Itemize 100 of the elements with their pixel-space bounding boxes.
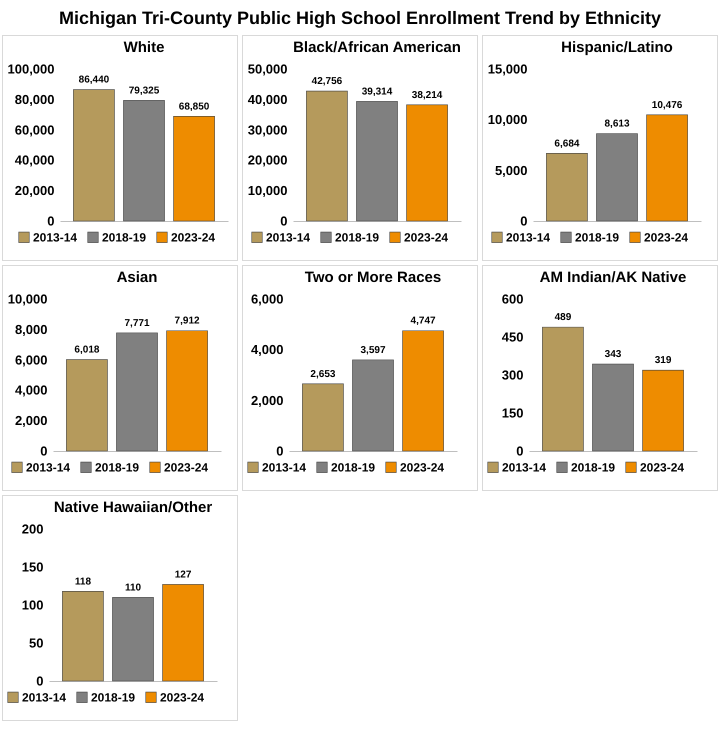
- y-tick-label: 5,000: [494, 162, 528, 178]
- legend-label: 2018-19: [335, 230, 380, 244]
- data-label: 8,613: [604, 118, 630, 130]
- legend-label: 2013-14: [33, 230, 78, 244]
- chart-title: Native Hawaiian/Other: [54, 499, 212, 516]
- y-tick-label: 6,000: [14, 352, 48, 368]
- y-tick-label: 10,000: [488, 112, 528, 128]
- y-tick-label: 20,000: [248, 152, 288, 168]
- data-label: 86,440: [78, 74, 110, 86]
- y-tick-label: 0: [276, 444, 284, 458]
- data-label: 343: [604, 349, 622, 360]
- bar: [166, 330, 208, 452]
- legend-label: 2023-24: [644, 230, 688, 244]
- data-label: 38,214: [412, 90, 443, 101]
- y-tick-label: 450: [502, 330, 524, 344]
- chart-title: AM Indian/AK Native: [540, 269, 686, 286]
- bar: [116, 332, 158, 452]
- bar: [302, 383, 344, 452]
- bar: [306, 90, 348, 222]
- chart-title: Two or More Races: [304, 269, 442, 286]
- y-tick-label: 0: [47, 214, 54, 228]
- bar: [406, 104, 448, 222]
- data-label: 7,912: [174, 316, 200, 327]
- y-tick-label: 60,000: [14, 122, 54, 138]
- legend-label: 2018-19: [575, 230, 620, 244]
- y-tick-label: 80,000: [14, 92, 54, 107]
- y-tick-label: 200: [22, 522, 44, 536]
- data-label: 319: [654, 355, 672, 366]
- y-tick-label: 0: [516, 444, 524, 458]
- y-tick-label: 0: [520, 214, 528, 228]
- y-tick-label: 0: [40, 444, 48, 458]
- chart-title: White: [124, 39, 164, 56]
- y-tick-label: 50: [29, 636, 44, 650]
- bar: [66, 359, 108, 452]
- bar: [112, 597, 154, 682]
- bar: [596, 133, 638, 222]
- data-label: 6,684: [554, 138, 580, 150]
- data-label: 79,325: [128, 85, 160, 96]
- data-label: 10,476: [652, 100, 683, 111]
- legend-label: 2023-24: [400, 460, 444, 474]
- y-tick-label: 150: [22, 560, 44, 574]
- data-label: 6,018: [74, 344, 100, 356]
- bar: [356, 101, 398, 222]
- bar: [162, 584, 204, 682]
- chart-title: Hispanic/Latino: [561, 39, 673, 56]
- data-label: 39,314: [362, 86, 393, 98]
- chart-title: Asian: [116, 269, 158, 286]
- y-tick-label: 150: [502, 406, 524, 420]
- legend-label: 2013-14: [26, 460, 70, 474]
- y-tick-label: 2,000: [250, 392, 284, 408]
- bar: [173, 116, 215, 222]
- legend-label: 2023-24: [404, 230, 448, 244]
- legend-label: 2023-24: [171, 230, 216, 244]
- text: Michigan Tri-County Public High School Enrollment Trend by Ethnicity: [58, 7, 662, 30]
- y-tick-label: 8,000: [14, 322, 48, 337]
- bar: [542, 326, 584, 452]
- data-label: 3,597: [360, 344, 386, 356]
- legend-label: 2013-14: [502, 460, 546, 474]
- legend-label: 2013-14: [506, 230, 550, 244]
- y-tick-label: 100,000: [8, 62, 54, 76]
- legend-label: 2018-19: [95, 460, 140, 474]
- legend-label: 2018-19: [102, 230, 146, 244]
- legend-label: 2023-24: [160, 690, 204, 704]
- y-tick-label: 30,000: [248, 122, 288, 138]
- legend-label: 2013-14: [262, 460, 306, 474]
- bar: [352, 360, 394, 452]
- y-tick-label: 4,000: [250, 342, 284, 358]
- y-tick-label: 6,000: [250, 292, 284, 306]
- data-label: 7,771: [124, 318, 150, 329]
- y-tick-label: 50,000: [248, 62, 288, 76]
- data-label: 127: [174, 569, 192, 580]
- data-label: 68,850: [178, 101, 210, 112]
- bar: [592, 364, 634, 452]
- legend-label: 2018-19: [331, 460, 376, 474]
- y-tick-label: 10,000: [8, 292, 48, 306]
- data-label: 42,756: [312, 76, 343, 88]
- bar: [646, 114, 688, 222]
- data-label: 110: [124, 582, 142, 594]
- y-tick-label: 600: [502, 292, 524, 306]
- bar: [123, 100, 165, 222]
- bar: [402, 330, 444, 452]
- legend-label: 2023-24: [640, 460, 684, 474]
- legend-label: 2018-19: [91, 690, 136, 704]
- y-tick-label: 40,000: [248, 92, 288, 107]
- legend-label: 2018-19: [571, 460, 616, 474]
- chart-title: Black/African American: [293, 39, 461, 56]
- bar: [642, 370, 684, 452]
- legend-label: 2013-14: [266, 230, 310, 244]
- y-tick-label: 15,000: [488, 62, 528, 76]
- y-tick-label: 10,000: [248, 183, 288, 198]
- bar: [62, 591, 104, 682]
- legend-label: 2023-24: [164, 460, 208, 474]
- bar: [546, 152, 588, 222]
- y-tick-label: 20,000: [14, 183, 54, 198]
- data-label: 489: [554, 312, 572, 324]
- bar: [73, 89, 115, 222]
- y-tick-label: 40,000: [14, 152, 54, 168]
- y-tick-label: 0: [36, 674, 44, 688]
- legend-label: 2013-14: [22, 690, 66, 704]
- data-label: 2,653: [310, 368, 336, 380]
